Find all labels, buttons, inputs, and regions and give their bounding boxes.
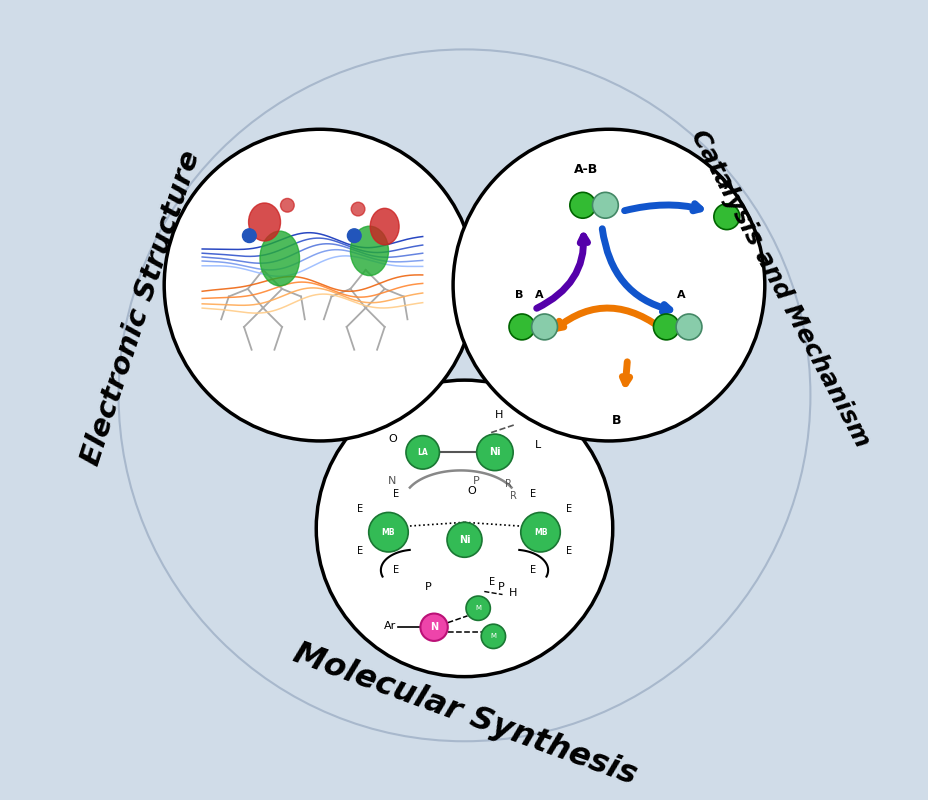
Text: LA: LA: [417, 448, 428, 457]
Text: N: N: [430, 622, 438, 632]
Text: MB: MB: [534, 528, 547, 537]
Circle shape: [347, 229, 361, 242]
Text: M: M: [490, 634, 496, 639]
Circle shape: [420, 614, 447, 641]
Text: A-B: A-B: [574, 162, 598, 176]
Text: R: R: [505, 479, 511, 490]
Text: P: P: [472, 476, 479, 486]
Text: A: A: [535, 290, 543, 300]
Circle shape: [521, 513, 560, 552]
Circle shape: [453, 130, 764, 441]
Circle shape: [466, 596, 490, 620]
Circle shape: [569, 192, 595, 218]
Circle shape: [509, 314, 535, 340]
FancyArrowPatch shape: [556, 308, 666, 333]
Text: E: E: [529, 566, 535, 575]
Text: E: E: [356, 546, 362, 556]
Text: E: E: [529, 489, 535, 499]
Text: N: N: [388, 476, 396, 486]
Text: P: P: [497, 582, 504, 592]
Text: L: L: [535, 440, 541, 450]
Text: H: H: [494, 410, 502, 421]
Text: E: E: [566, 546, 572, 556]
Circle shape: [242, 229, 256, 242]
Circle shape: [446, 522, 482, 558]
Text: E: E: [488, 577, 495, 587]
Circle shape: [592, 192, 618, 218]
Text: E: E: [356, 504, 362, 514]
Circle shape: [676, 314, 702, 340]
FancyArrowPatch shape: [536, 236, 586, 308]
Text: E: E: [566, 504, 572, 514]
Circle shape: [316, 380, 612, 677]
Text: MB: MB: [381, 528, 394, 537]
Text: O: O: [388, 434, 396, 444]
FancyArrowPatch shape: [624, 204, 700, 211]
Ellipse shape: [280, 198, 294, 212]
Ellipse shape: [249, 203, 280, 241]
Text: E: E: [393, 489, 399, 499]
Circle shape: [713, 204, 739, 230]
Circle shape: [164, 130, 475, 441]
Ellipse shape: [260, 231, 299, 286]
Text: Ar: Ar: [383, 621, 395, 630]
Text: Electronic Structure: Electronic Structure: [77, 147, 205, 469]
Text: O: O: [467, 486, 476, 496]
Text: H: H: [508, 588, 516, 598]
Circle shape: [531, 314, 557, 340]
Circle shape: [406, 436, 439, 469]
Circle shape: [652, 314, 678, 340]
Text: A: A: [677, 290, 685, 300]
Text: R: R: [509, 491, 517, 502]
Text: M: M: [475, 606, 481, 611]
Ellipse shape: [370, 208, 399, 245]
Circle shape: [368, 513, 407, 552]
Text: B: B: [514, 290, 522, 300]
Text: Catalysis and Mechanism: Catalysis and Mechanism: [685, 126, 873, 452]
Text: P: P: [424, 582, 431, 592]
Circle shape: [119, 50, 809, 742]
Text: Ni: Ni: [458, 534, 470, 545]
Text: Ni: Ni: [488, 447, 500, 458]
Text: Molecular Synthesis: Molecular Synthesis: [289, 638, 639, 791]
Text: E: E: [393, 566, 399, 575]
FancyArrowPatch shape: [601, 229, 669, 312]
FancyArrowPatch shape: [622, 362, 629, 384]
Ellipse shape: [350, 226, 388, 275]
Circle shape: [481, 624, 505, 649]
Circle shape: [476, 434, 512, 470]
Ellipse shape: [351, 202, 365, 216]
Text: A: A: [724, 179, 733, 192]
Text: B: B: [612, 414, 621, 427]
